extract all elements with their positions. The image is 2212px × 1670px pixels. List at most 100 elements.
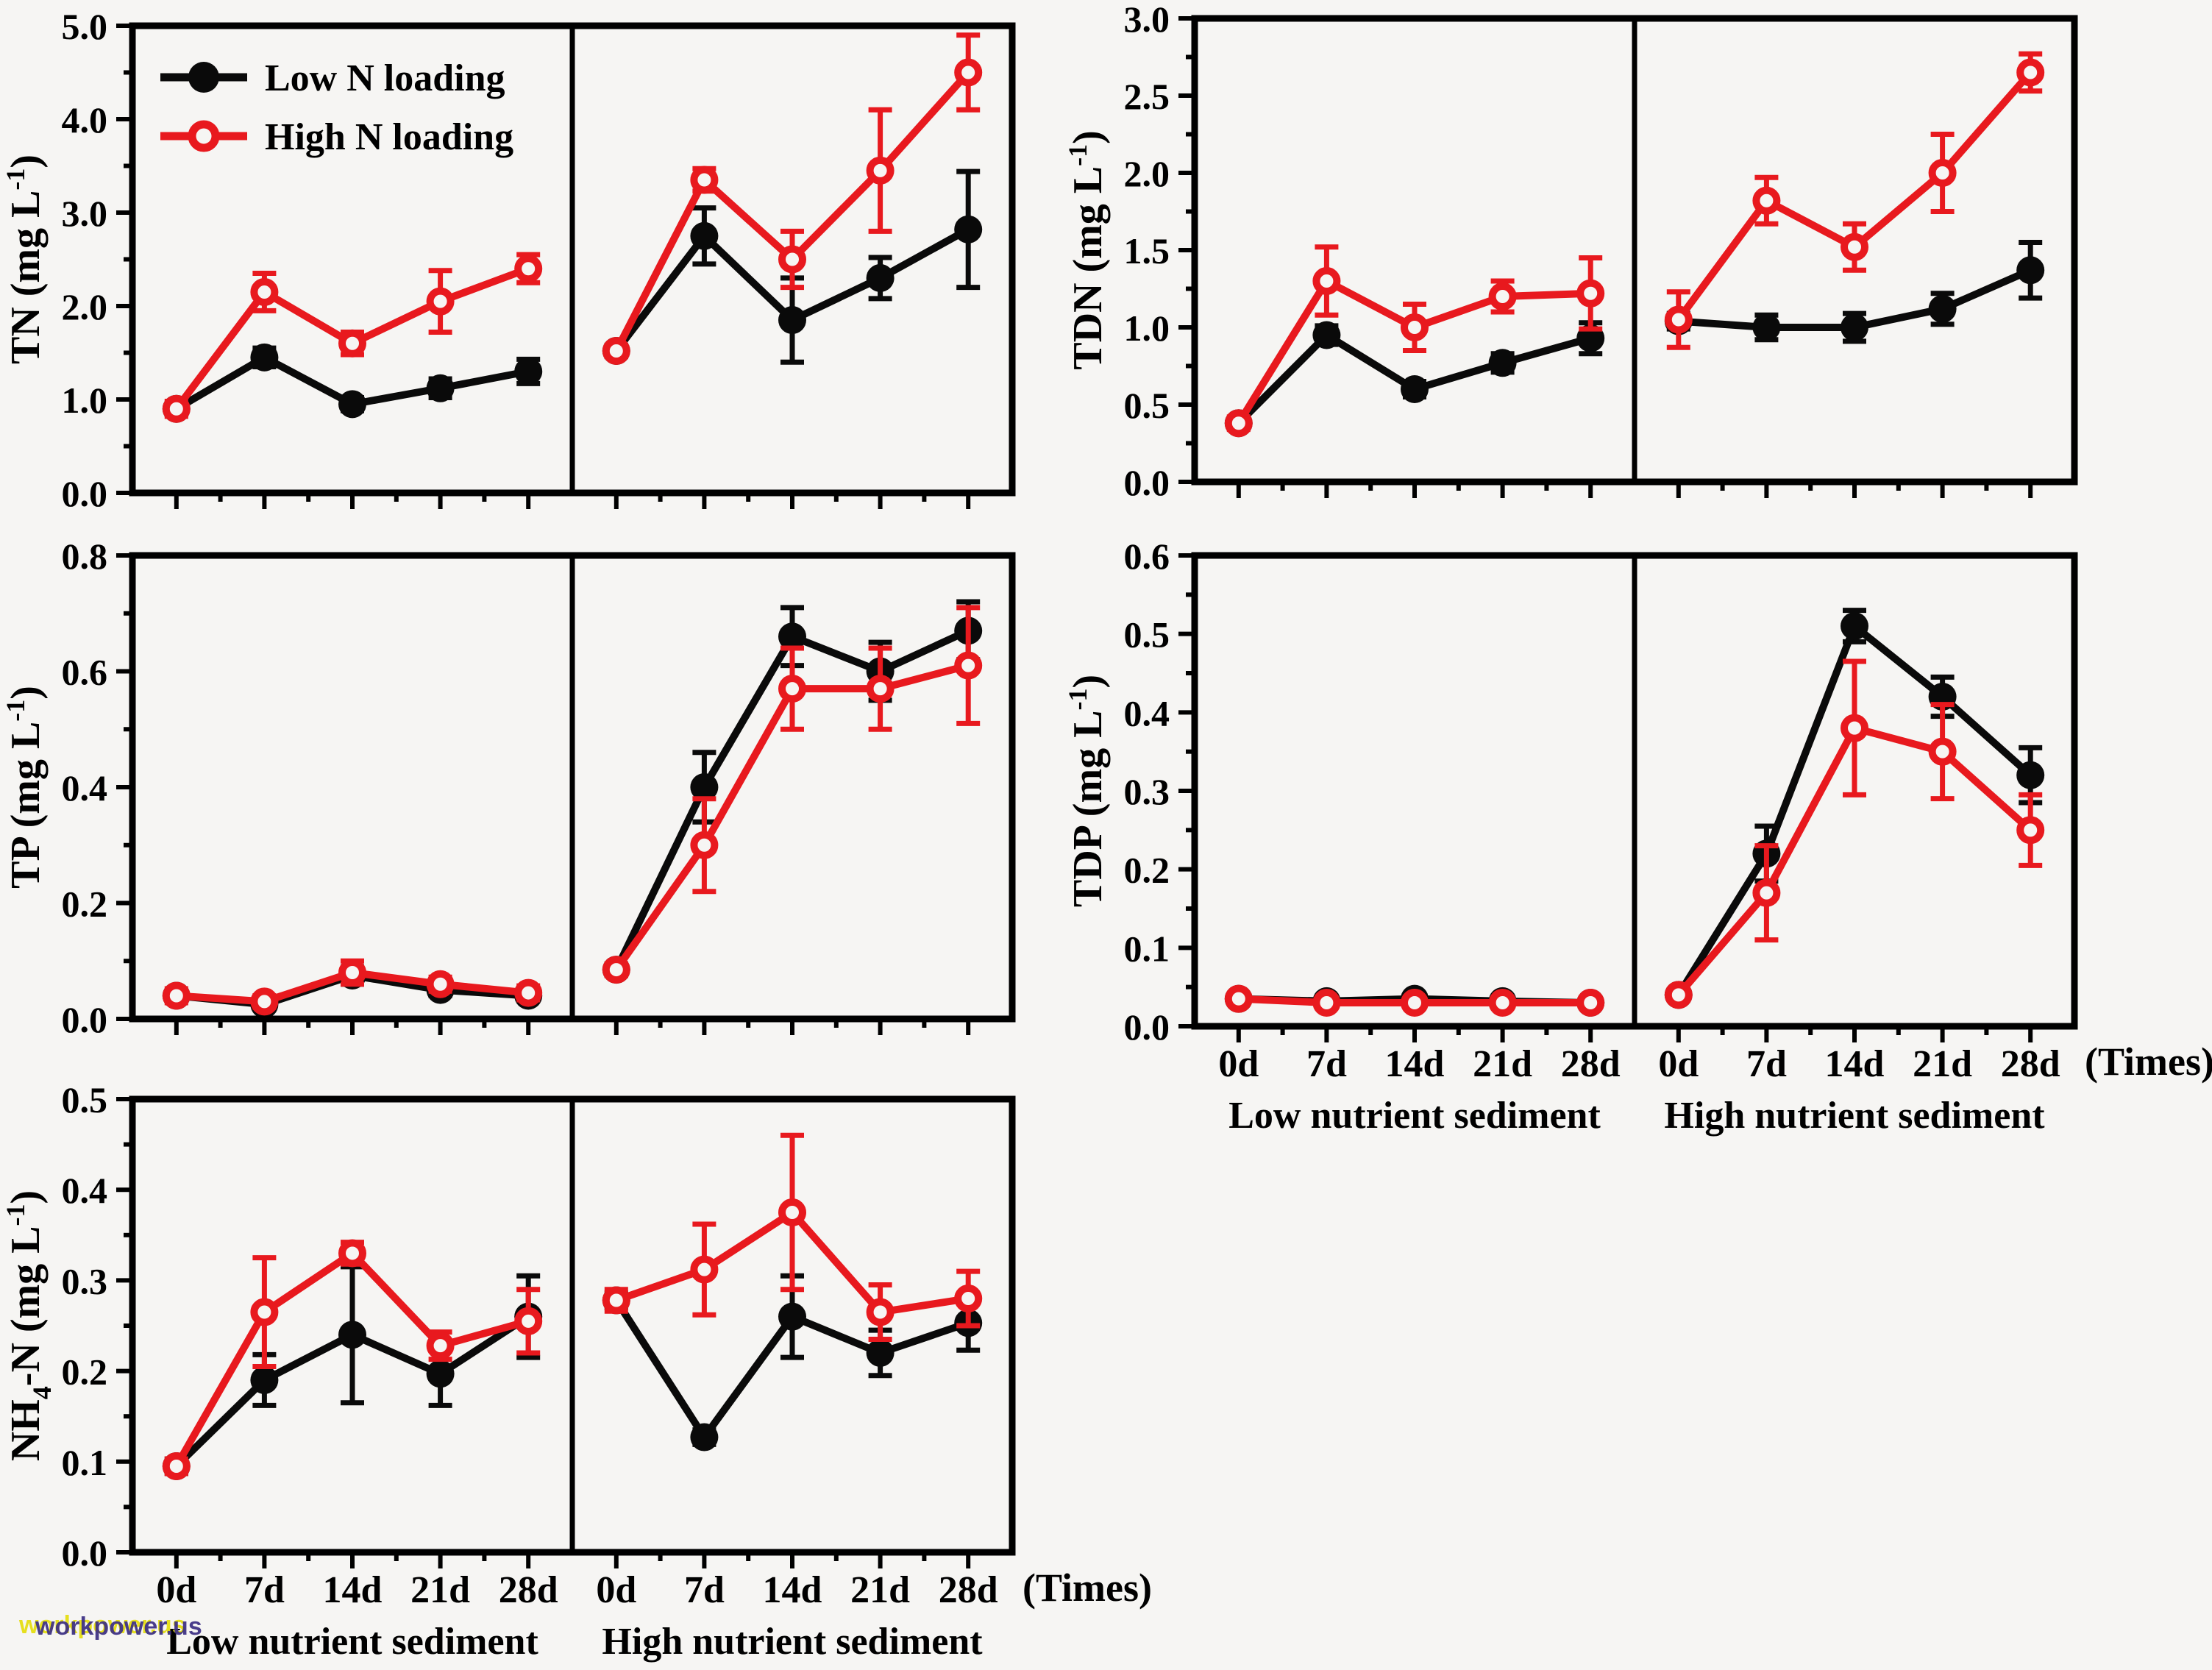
y-tick-label: 0.5 <box>62 1079 108 1120</box>
y-tick-label: 0.3 <box>62 1260 108 1301</box>
group-label: Low nutrient sediment <box>166 1621 538 1663</box>
legend-label: Low N loading <box>265 57 505 99</box>
y-axis-label-part: ) <box>3 154 49 168</box>
data-point-open <box>2016 816 2045 845</box>
x-tick-label: 0d <box>1218 1043 1259 1085</box>
legend-filled-circle-marker <box>188 62 219 93</box>
data-point-open <box>426 287 455 316</box>
y-axis-label-part: ) <box>3 686 49 700</box>
data-point-filled <box>1841 313 1868 341</box>
data-point-open <box>778 1198 806 1226</box>
y-tick-label: 0.0 <box>1124 462 1170 503</box>
data-point-open <box>954 58 983 87</box>
data-point-open <box>426 1332 455 1360</box>
y-tick-label: 0.0 <box>62 473 108 514</box>
data-point-open <box>1224 409 1253 438</box>
data-point-open <box>162 981 191 1010</box>
data-point-open <box>1312 989 1341 1017</box>
data-point-filled <box>778 622 806 651</box>
y-tick-label: 0.4 <box>1124 692 1170 733</box>
y-tick-label: 2.0 <box>1124 153 1170 194</box>
x-tick-label: 21d <box>410 1569 470 1611</box>
panel-border <box>1191 552 2078 1030</box>
y-tick-label: 0.2 <box>62 884 108 925</box>
data-point-open <box>2016 58 2045 87</box>
legend-label: High N loading <box>265 116 513 158</box>
data-point-open <box>778 245 806 274</box>
data-point-filled <box>1312 321 1341 349</box>
y-tick-label: 0.8 <box>62 536 108 577</box>
y-tick-label: 0.4 <box>62 1170 108 1211</box>
y-axis-label-part: -1 <box>1063 689 1092 711</box>
data-point-open <box>1928 737 1957 766</box>
data-point-open <box>338 329 366 358</box>
data-point-open <box>954 1285 983 1313</box>
data-point-filled <box>1488 349 1517 377</box>
data-point-open <box>250 277 279 306</box>
y-tick-label: 0.6 <box>1124 536 1170 577</box>
y-tick-label: 3.0 <box>62 193 108 234</box>
x-tick-label: 14d <box>323 1569 383 1611</box>
data-point-filled <box>866 1338 895 1367</box>
data-point-filled <box>426 1360 455 1388</box>
data-point-open <box>338 1239 366 1268</box>
data-point-open <box>1841 232 1868 261</box>
y-tick-label: 2.0 <box>62 286 108 327</box>
data-point-open <box>1488 283 1517 310</box>
data-point-filled <box>1841 612 1868 640</box>
data-point-open <box>426 970 455 998</box>
x-tick-label: 21d <box>850 1569 910 1611</box>
data-point-open <box>1576 279 1605 308</box>
panel-border <box>1191 15 2078 486</box>
y-axis-label-part: TDN (mg L <box>1065 166 1111 370</box>
y-axis-label: TP (mg L-1) <box>1 686 49 889</box>
series-line <box>1675 70 2033 322</box>
y-tick-label: 0.5 <box>1124 385 1170 426</box>
y-axis-label-part: ) <box>1065 675 1111 689</box>
data-point-open <box>250 987 279 1016</box>
data-point-filled <box>690 221 719 250</box>
data-point-open <box>250 1298 279 1326</box>
data-point-filled <box>1928 294 1957 323</box>
y-tick-label: 4.0 <box>62 99 108 141</box>
y-axis-label-part: -1 <box>1 1204 30 1226</box>
y-tick-label: 0.3 <box>1124 771 1170 812</box>
data-point-filled <box>778 306 806 335</box>
data-point-open <box>162 394 191 423</box>
x-tick-label: 14d <box>1385 1043 1445 1085</box>
data-point-filled <box>250 1365 279 1394</box>
x-tick-label: 28d <box>499 1569 558 1611</box>
data-point-filled <box>338 390 366 419</box>
data-point-open <box>866 1298 895 1326</box>
data-point-filled <box>514 357 543 385</box>
data-point-filled <box>2016 761 2045 789</box>
data-point-filled <box>690 1423 719 1452</box>
y-axis-label-part: TP (mg L <box>3 722 49 889</box>
y-tick-label: 0.4 <box>62 767 108 809</box>
y-axis-label: TN (mg L-1) <box>1 154 49 364</box>
data-point-filled <box>338 1321 366 1349</box>
panel-nh4: 0.0 0.1 0.2 0.3 0.4 0.5 0d 7d 14d 21d 28d Low nutri… <box>1 1079 1152 1663</box>
data-point-open <box>1488 989 1517 1017</box>
y-axis-label-part: -N (mg L <box>3 1226 49 1386</box>
data-point-filled <box>250 343 279 372</box>
y-axis-label-part: -1 <box>1063 144 1092 166</box>
y-tick-label: 2.5 <box>1124 76 1170 117</box>
data-point-open <box>778 675 806 703</box>
data-point-open <box>866 675 895 703</box>
data-point-open <box>1752 878 1781 907</box>
x-tick-label: 7d <box>1306 1043 1347 1085</box>
y-tick-label: 0.2 <box>62 1351 108 1393</box>
x-tick-label: 14d <box>1825 1043 1885 1085</box>
data-point-filled <box>1752 313 1781 341</box>
data-point-open <box>338 959 366 987</box>
data-point-open <box>514 1307 543 1335</box>
x-tick-label: 7d <box>684 1569 725 1611</box>
data-point-open <box>954 651 983 680</box>
panel-border <box>129 22 1016 497</box>
data-point-open <box>1312 267 1341 295</box>
panel-tdn: 0.0 0.5 1.0 1.5 2.0 2.5 3.0 TDN (mg L-1) <box>1063 0 2078 503</box>
data-point-open <box>1401 989 1429 1017</box>
y-axis-label-part: NH <box>3 1399 49 1461</box>
